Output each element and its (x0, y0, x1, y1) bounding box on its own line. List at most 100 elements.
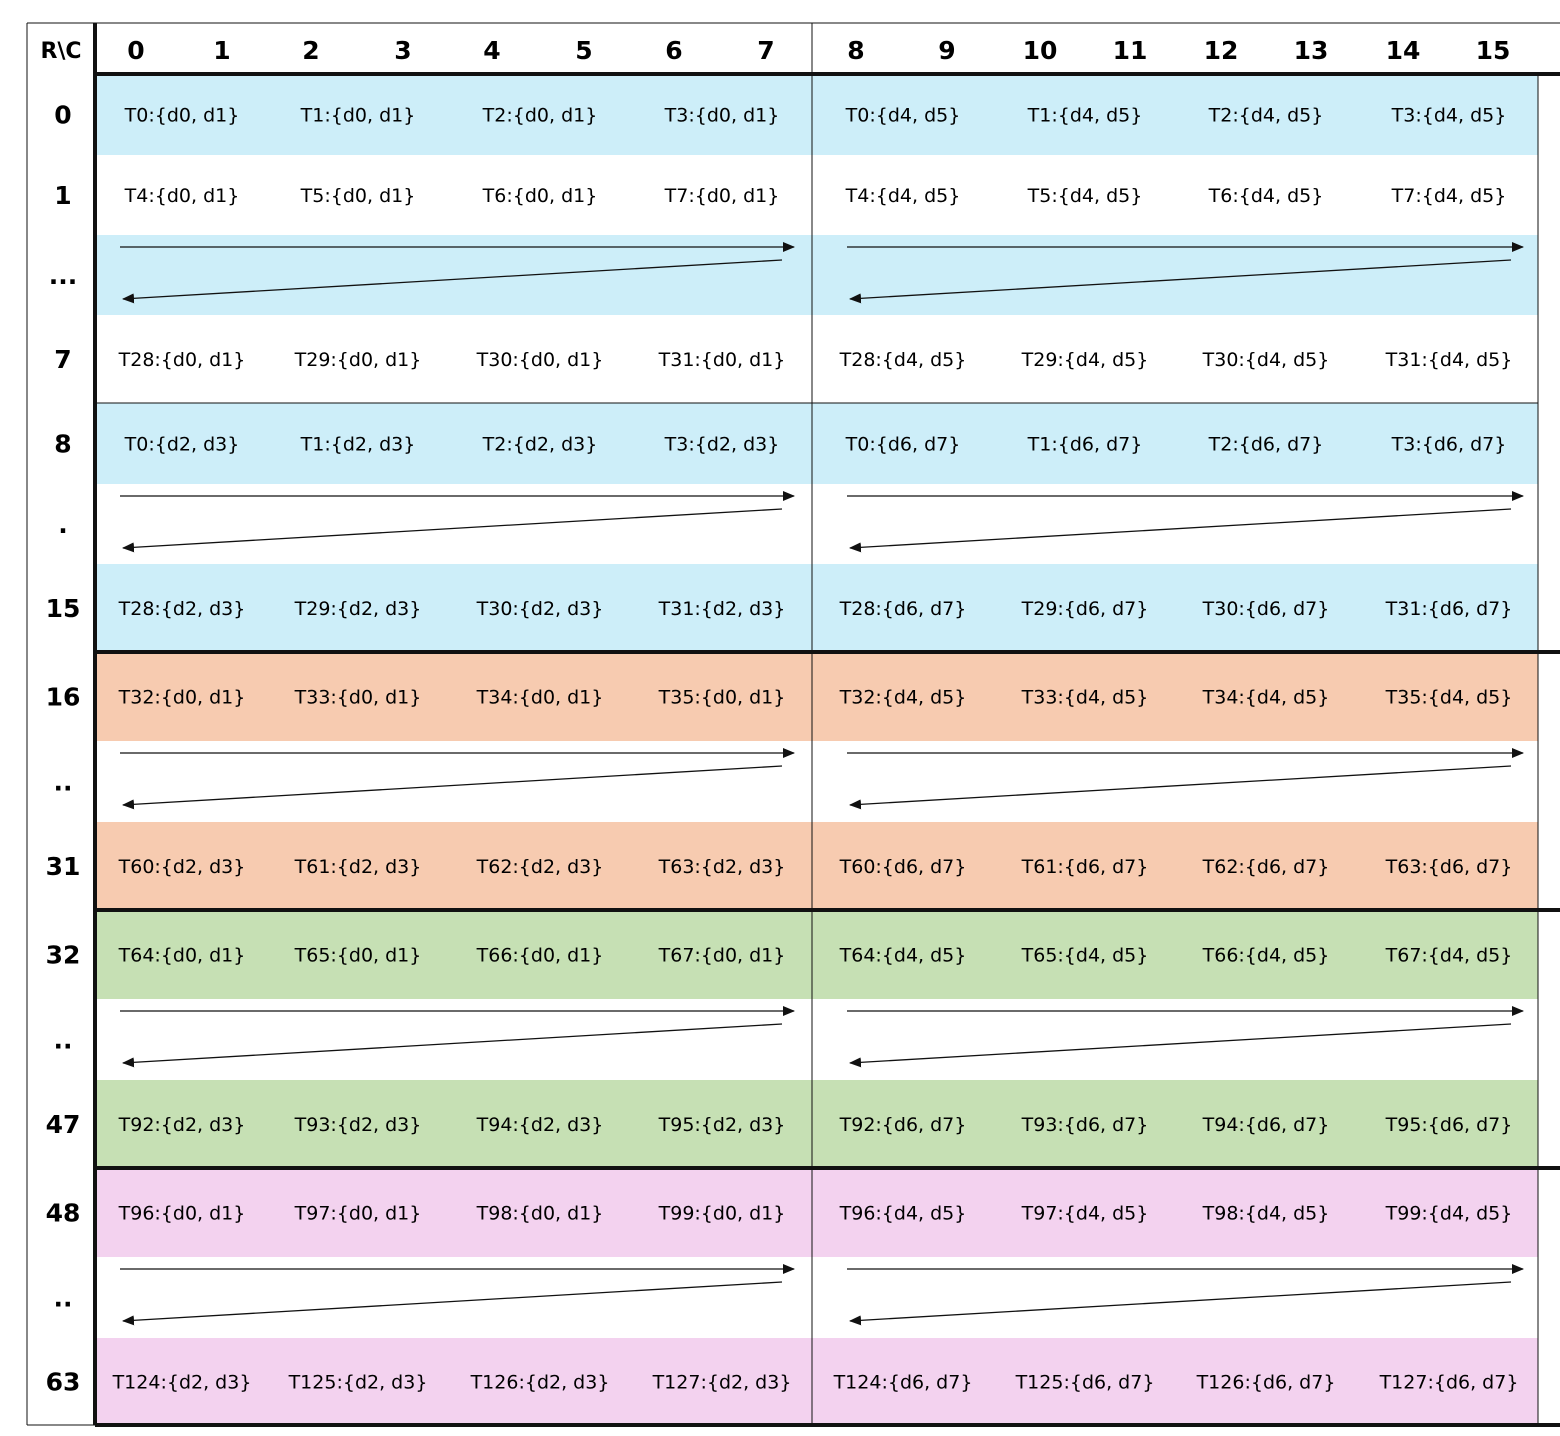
thread-cell: T95:{d6, d7} (1385, 1114, 1513, 1136)
row-band (95, 1080, 1538, 1168)
column-header: 8 (847, 36, 864, 65)
thread-cell: T98:{d0, d1} (476, 1203, 604, 1225)
row-label: .. (54, 1284, 73, 1313)
column-header: 2 (302, 36, 319, 65)
thread-cell: T99:{d4, d5} (1385, 1203, 1513, 1225)
thread-cell: T64:{d0, d1} (118, 945, 246, 967)
row-label: 15 (46, 594, 81, 623)
thread-cell: T7:{d0, d1} (664, 185, 780, 207)
thread-cell: T33:{d4, d5} (1021, 687, 1149, 709)
thread-cell: T65:{d0, d1} (294, 945, 422, 967)
row-band (95, 1338, 1538, 1425)
thread-cell: T28:{d2, d3} (118, 598, 246, 620)
thread-cell: T92:{d6, d7} (839, 1114, 967, 1136)
thread-cell: T31:{d6, d7} (1385, 598, 1513, 620)
thread-cell: T60:{d2, d3} (118, 856, 246, 878)
thread-cell: T31:{d4, d5} (1385, 349, 1513, 371)
thread-cell: T94:{d6, d7} (1202, 1114, 1330, 1136)
thread-cell: T97:{d0, d1} (294, 1203, 422, 1225)
row-band (95, 652, 1538, 741)
thread-cell: T93:{d6, d7} (1021, 1114, 1149, 1136)
column-header: 12 (1204, 36, 1239, 65)
row-label: 1 (54, 181, 71, 210)
thread-cell: T5:{d4, d5} (1027, 185, 1143, 207)
row-label: 7 (54, 345, 71, 374)
thread-cell: T5:{d0, d1} (300, 185, 416, 207)
thread-cell: T30:{d2, d3} (476, 598, 604, 620)
thread-cell: T92:{d2, d3} (118, 1114, 246, 1136)
thread-cell: T34:{d4, d5} (1202, 687, 1330, 709)
thread-cell: T63:{d6, d7} (1385, 856, 1513, 878)
thread-cell: T2:{d4, d5} (1208, 105, 1324, 127)
thread-cell: T28:{d0, d1} (118, 349, 246, 371)
row-label: 32 (46, 941, 81, 970)
scan-arrow-return (122, 765, 783, 810)
thread-cell: T99:{d0, d1} (658, 1203, 786, 1225)
row-label: .. (54, 1026, 73, 1055)
row-label: . (58, 510, 68, 539)
thread-cell: T29:{d2, d3} (294, 598, 422, 620)
scan-arrow-return (849, 508, 1512, 553)
thread-cell: T4:{d0, d1} (124, 185, 240, 207)
thread-cell: T34:{d0, d1} (476, 687, 604, 709)
thread-cell: T35:{d4, d5} (1385, 687, 1513, 709)
column-header: 11 (1113, 36, 1148, 65)
thread-cell: T1:{d6, d7} (1027, 434, 1143, 456)
thread-cell: T30:{d6, d7} (1202, 598, 1330, 620)
row-band (95, 822, 1538, 910)
column-header: 7 (757, 36, 774, 65)
thread-cell: T31:{d2, d3} (658, 598, 786, 620)
row-label: 0 (54, 101, 71, 130)
row-band (95, 484, 1538, 564)
thread-cell: T30:{d0, d1} (476, 349, 604, 371)
thread-cell: T60:{d6, d7} (839, 856, 967, 878)
row-band (95, 155, 1538, 235)
row-label: 16 (46, 683, 81, 712)
thread-cell: T35:{d0, d1} (658, 687, 786, 709)
thread-cell: T98:{d4, d5} (1202, 1203, 1330, 1225)
thread-cell: T0:{d0, d1} (124, 105, 240, 127)
scan-arrow-return (122, 508, 783, 553)
thread-cell: T64:{d4, d5} (839, 945, 967, 967)
thread-cell: T126:{d6, d7} (1196, 1372, 1336, 1394)
thread-cell: T2:{d2, d3} (482, 434, 598, 456)
thread-cell: T2:{d0, d1} (482, 105, 598, 127)
thread-cell: T61:{d6, d7} (1021, 856, 1149, 878)
scan-arrow-return (122, 1023, 783, 1068)
row-band (95, 1168, 1538, 1257)
row-band (95, 999, 1538, 1080)
thread-cell: T32:{d0, d1} (118, 687, 246, 709)
thread-cell: T3:{d6, d7} (1391, 434, 1507, 456)
column-header: 4 (483, 36, 500, 65)
thread-cell: T66:{d4, d5} (1202, 945, 1330, 967)
thread-cell: T0:{d6, d7} (845, 434, 961, 456)
column-header: 13 (1294, 36, 1329, 65)
thread-cell: T7:{d4, d5} (1391, 185, 1507, 207)
thread-cell: T28:{d4, d5} (839, 349, 967, 371)
row-band (95, 741, 1538, 822)
row-band (95, 74, 1538, 155)
column-header: 3 (394, 36, 411, 65)
scan-arrow-return (849, 765, 1512, 810)
row-band (95, 910, 1538, 999)
thread-cell: T63:{d2, d3} (658, 856, 786, 878)
row-label: ... (49, 261, 78, 290)
thread-cell: T32:{d4, d5} (839, 687, 967, 709)
thread-cell: T125:{d6, d7} (1015, 1372, 1155, 1394)
row-label: 47 (46, 1110, 81, 1139)
thread-cell: T93:{d2, d3} (294, 1114, 422, 1136)
thread-cell: T95:{d2, d3} (658, 1114, 786, 1136)
column-header: 14 (1386, 36, 1421, 65)
thread-cell: T28:{d6, d7} (839, 598, 967, 620)
thread-cell: T66:{d0, d1} (476, 945, 604, 967)
thread-cell: T30:{d4, d5} (1202, 349, 1330, 371)
thread-cell: T62:{d6, d7} (1202, 856, 1330, 878)
thread-cell: T124:{d6, d7} (833, 1372, 973, 1394)
thread-cell: T31:{d0, d1} (658, 349, 786, 371)
thread-cell: T126:{d2, d3} (470, 1372, 610, 1394)
scan-arrow-return (122, 1281, 783, 1326)
column-header: 5 (575, 36, 592, 65)
row-band (95, 1257, 1538, 1338)
thread-cell: T125:{d2, d3} (288, 1372, 428, 1394)
thread-cell: T1:{d4, d5} (1027, 105, 1143, 127)
